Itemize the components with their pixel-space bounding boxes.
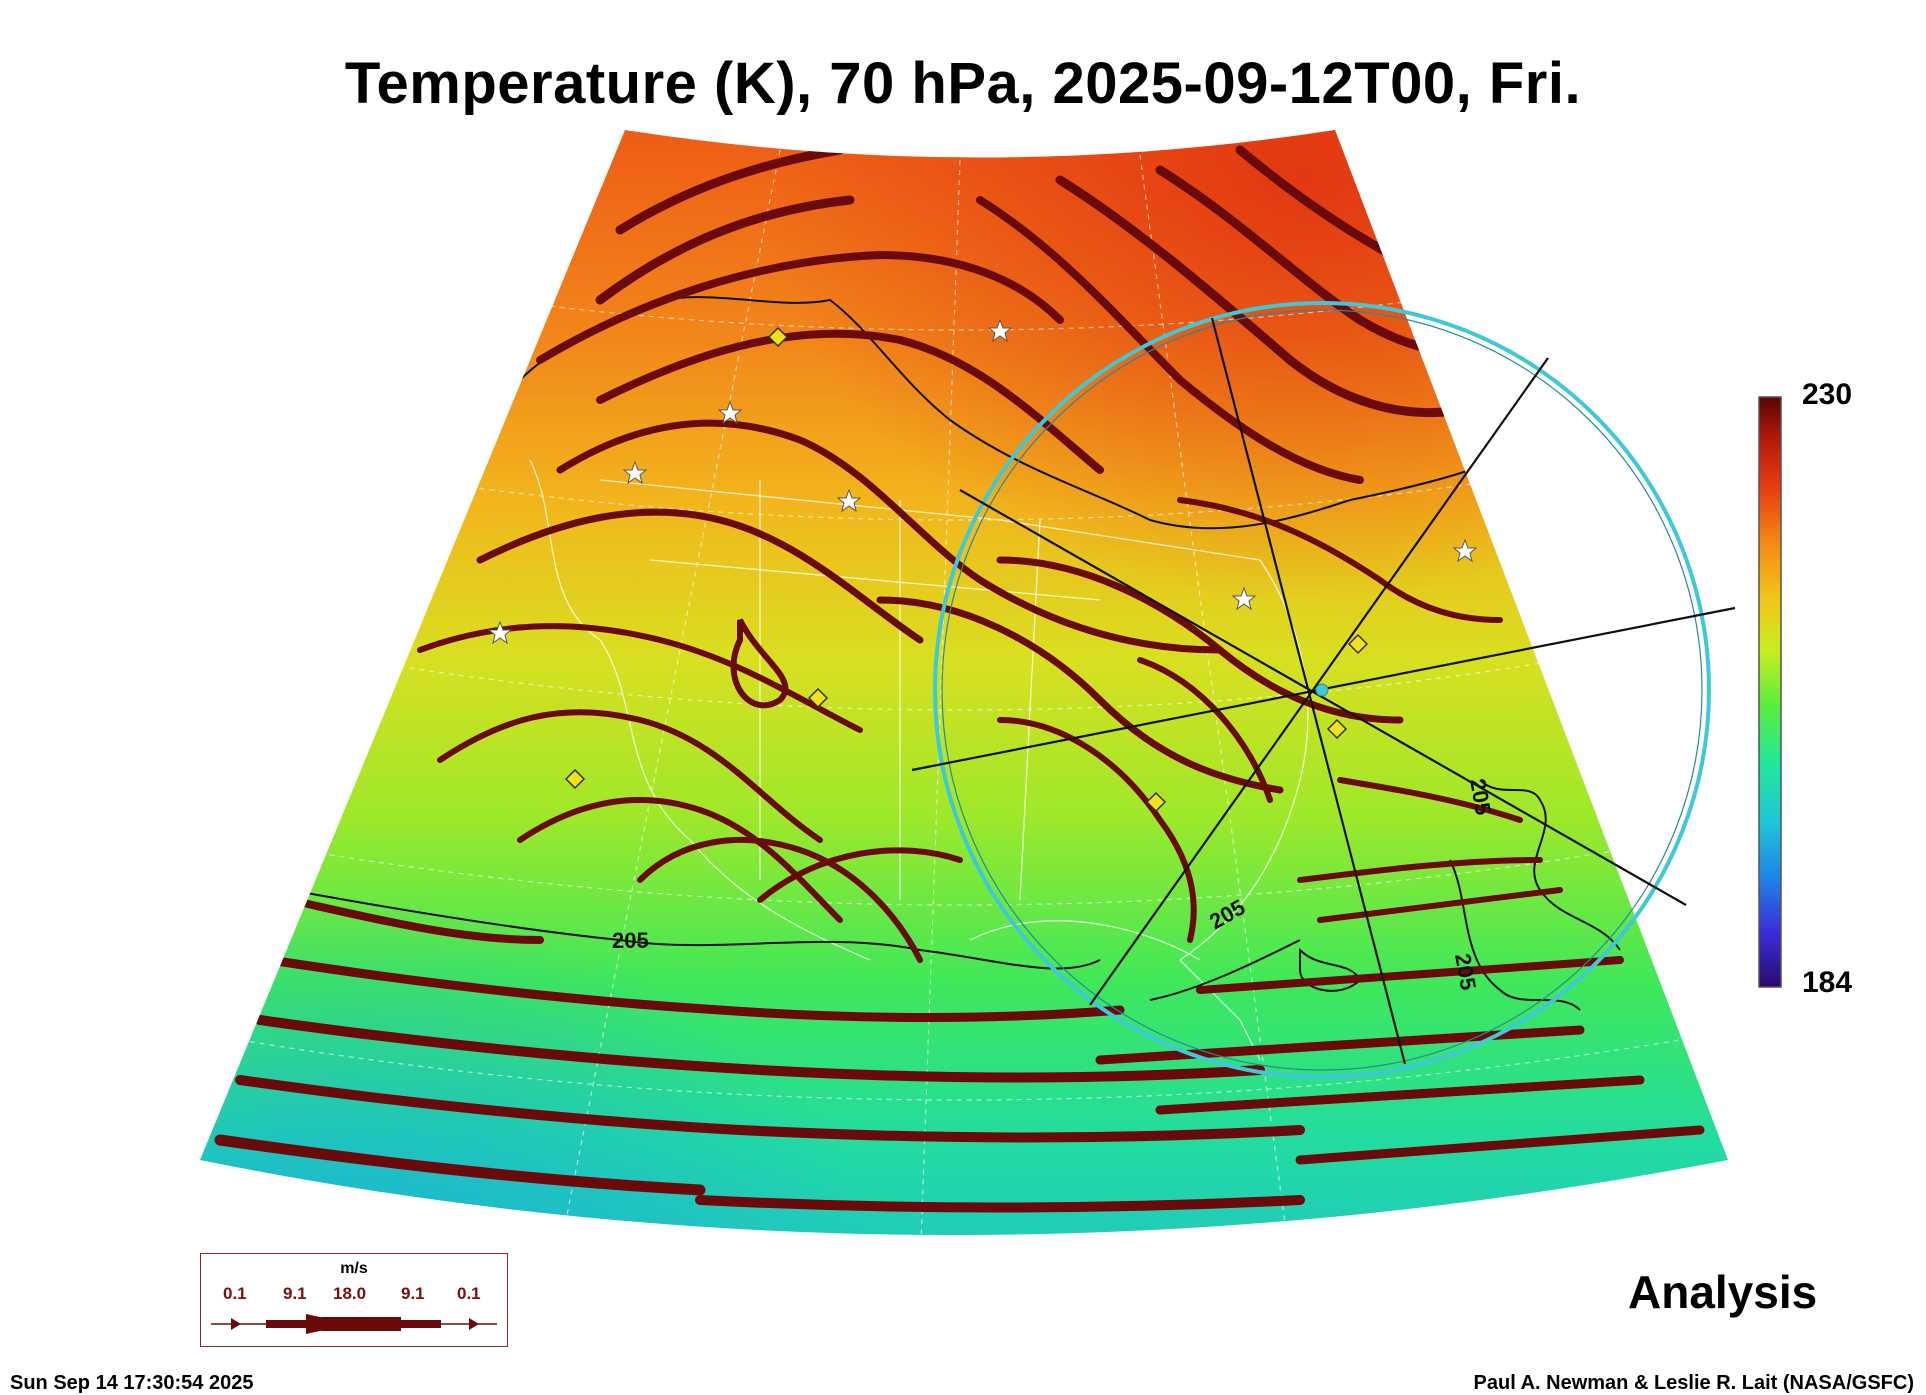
site-markers: [564, 326, 1369, 813]
temperature-field: [200, 130, 1728, 1235]
wind-legend-value: 0.1: [457, 1284, 481, 1303]
map-title: Temperature (K), 70 hPa, 2025-09-12T00, …: [344, 51, 1582, 116]
wind-legend-value: 0.1: [223, 1284, 247, 1303]
colorbar-max-label: 230: [1802, 378, 1853, 411]
wind-legend-value: 9.1: [283, 1284, 307, 1303]
analysis-stamp: Analysis: [1628, 1266, 1818, 1318]
colorbar: [1758, 396, 1782, 988]
wind-legend: m/s 0.1 9.1 18.0 9.1 0.1: [200, 1253, 508, 1347]
range-ring: [911, 301, 1736, 1079]
wind-legend-unit: m/s: [340, 1260, 368, 1277]
coastlines: [529, 459, 1309, 1061]
footer-timestamp: Sun Sep 14 17:30:54 2025: [10, 1372, 254, 1394]
footer-credit: Paul A. Newman & Leslie R. Lait (NASA/GS…: [1473, 1372, 1914, 1394]
wind-legend-value: 18.0: [333, 1284, 367, 1303]
contour-label: 205: [612, 928, 649, 953]
wind-legend-arrow: [211, 1314, 497, 1334]
colorbar-min-label: 184: [1802, 966, 1853, 999]
wind-legend-value: 9.1: [401, 1284, 425, 1303]
